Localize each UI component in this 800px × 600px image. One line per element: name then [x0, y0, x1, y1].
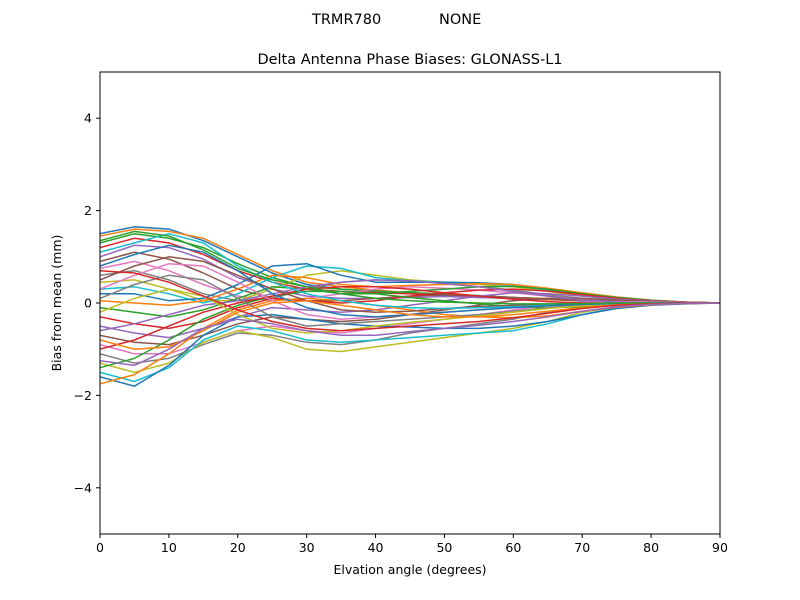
- x-tick-label: 90: [712, 540, 728, 555]
- y-axis: −4 −2 0 2 4: [74, 111, 100, 495]
- x-tick-label: 50: [436, 540, 452, 555]
- x-tick-label: 20: [230, 540, 246, 555]
- series-line-35: [100, 302, 720, 367]
- y-tick-label: −4: [74, 480, 92, 495]
- x-tick-label: 60: [505, 540, 521, 555]
- chart-title: Delta Antenna Phase Biases: GLONASS-L1: [257, 52, 562, 68]
- x-tick-label: 70: [574, 540, 590, 555]
- series-line-25: [100, 279, 720, 332]
- series-layer: [100, 226, 720, 387]
- x-tick-label: 10: [161, 540, 177, 555]
- series-line-34: [100, 269, 720, 332]
- plot-area: [99, 71, 721, 535]
- x-axis-label: Elvation angle (degrees): [333, 562, 486, 577]
- y-axis-label: Bias from mean (mm): [49, 235, 64, 372]
- series-line-33: [100, 230, 720, 305]
- x-tick-label: 30: [299, 540, 315, 555]
- x-tick-label: 80: [643, 540, 659, 555]
- figure-suptitle-radome: NONE: [439, 12, 481, 28]
- x-tick-label: 0: [96, 540, 104, 555]
- figure-suptitle-antenna: TRMR780: [311, 12, 381, 28]
- x-tick-label: 40: [368, 540, 384, 555]
- y-tick-label: 0: [84, 296, 92, 311]
- series-line-21: [100, 302, 720, 387]
- series-line-14: [100, 288, 720, 330]
- x-axis: 0 10 20 30 40 50 60 70 80 90: [96, 534, 728, 555]
- y-tick-label: 2: [84, 203, 92, 218]
- y-tick-label: −2: [74, 388, 92, 403]
- y-tick-label: 4: [84, 111, 92, 126]
- series-line-13: [100, 285, 720, 318]
